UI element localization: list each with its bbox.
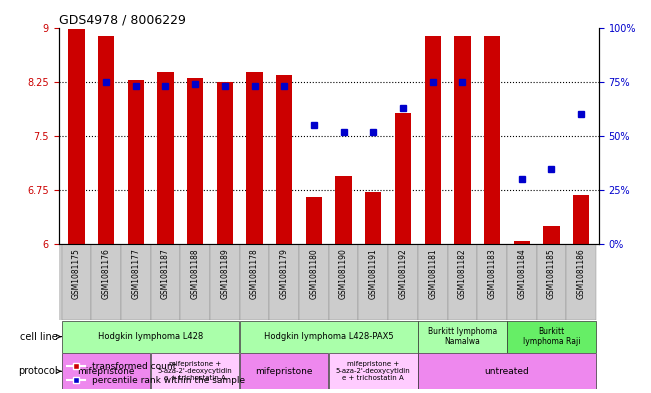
Bar bbox=[128, 80, 144, 244]
Text: GSM1081175: GSM1081175 bbox=[72, 248, 81, 299]
Text: GSM1081185: GSM1081185 bbox=[547, 248, 556, 299]
Bar bbox=[447, 244, 477, 320]
Text: untreated: untreated bbox=[484, 367, 529, 376]
Text: GSM1081189: GSM1081189 bbox=[220, 248, 229, 299]
Text: mifepristone: mifepristone bbox=[255, 367, 313, 376]
Bar bbox=[514, 241, 530, 244]
Bar bbox=[210, 244, 240, 320]
Text: GSM1081178: GSM1081178 bbox=[250, 248, 259, 299]
Text: protocol: protocol bbox=[18, 366, 58, 376]
Text: mifepristone +
5-aza-2'-deoxycytidin
e + trichostatin A: mifepristone + 5-aza-2'-deoxycytidin e +… bbox=[158, 361, 232, 381]
Text: Burkitt lymphoma
Namalwa: Burkitt lymphoma Namalwa bbox=[428, 327, 497, 346]
Bar bbox=[217, 82, 233, 244]
Bar bbox=[388, 244, 418, 320]
Text: GSM1081188: GSM1081188 bbox=[191, 248, 200, 299]
Text: GSM1081184: GSM1081184 bbox=[518, 248, 526, 299]
Bar bbox=[477, 244, 507, 320]
Bar bbox=[299, 244, 329, 320]
Bar bbox=[187, 78, 203, 244]
Legend: transformed count, percentile rank within the sample: transformed count, percentile rank withi… bbox=[63, 359, 249, 389]
Text: GSM1081176: GSM1081176 bbox=[102, 248, 111, 299]
Bar bbox=[62, 244, 91, 320]
Text: GSM1081191: GSM1081191 bbox=[368, 248, 378, 299]
Bar bbox=[68, 29, 85, 244]
Text: cell line: cell line bbox=[20, 332, 58, 342]
Bar bbox=[543, 226, 560, 244]
Bar bbox=[246, 72, 263, 244]
Bar bbox=[240, 244, 270, 320]
Bar bbox=[240, 321, 417, 353]
Bar bbox=[507, 244, 536, 320]
Text: Hodgkin lymphoma L428-PAX5: Hodgkin lymphoma L428-PAX5 bbox=[264, 332, 394, 341]
Bar bbox=[573, 195, 589, 244]
Bar bbox=[536, 244, 566, 320]
Bar bbox=[418, 321, 506, 353]
Bar bbox=[329, 353, 417, 389]
Text: Burkitt
lymphoma Raji: Burkitt lymphoma Raji bbox=[523, 327, 580, 346]
Bar bbox=[180, 244, 210, 320]
Text: GSM1081186: GSM1081186 bbox=[577, 248, 586, 299]
Bar bbox=[566, 244, 596, 320]
Bar bbox=[270, 244, 299, 320]
Text: GSM1081180: GSM1081180 bbox=[309, 248, 318, 299]
Text: GSM1081179: GSM1081179 bbox=[280, 248, 289, 299]
Text: mifepristone: mifepristone bbox=[77, 367, 135, 376]
Bar bbox=[507, 321, 596, 353]
Bar bbox=[62, 321, 240, 353]
Text: GSM1081182: GSM1081182 bbox=[458, 248, 467, 299]
Text: GSM1081177: GSM1081177 bbox=[132, 248, 140, 299]
Bar bbox=[424, 36, 441, 244]
Bar bbox=[454, 36, 471, 244]
Text: GSM1081181: GSM1081181 bbox=[428, 248, 437, 299]
Bar bbox=[62, 353, 150, 389]
Bar bbox=[240, 353, 329, 389]
Text: GSM1081192: GSM1081192 bbox=[398, 248, 408, 299]
Text: Hodgkin lymphoma L428: Hodgkin lymphoma L428 bbox=[98, 332, 203, 341]
Bar bbox=[121, 244, 150, 320]
Bar bbox=[395, 113, 411, 244]
Bar bbox=[158, 72, 174, 244]
Text: GSM1081183: GSM1081183 bbox=[488, 248, 497, 299]
Text: mifepristone +
5-aza-2'-deoxycytidin
e + trichostatin A: mifepristone + 5-aza-2'-deoxycytidin e +… bbox=[336, 361, 411, 381]
Bar bbox=[150, 244, 180, 320]
Bar bbox=[418, 353, 596, 389]
Text: GDS4978 / 8006229: GDS4978 / 8006229 bbox=[59, 13, 186, 26]
Bar bbox=[151, 353, 240, 389]
Bar bbox=[329, 244, 359, 320]
Text: GSM1081190: GSM1081190 bbox=[339, 248, 348, 299]
Text: GSM1081187: GSM1081187 bbox=[161, 248, 170, 299]
Bar bbox=[365, 193, 381, 244]
Bar bbox=[276, 75, 292, 244]
Bar bbox=[306, 197, 322, 244]
Bar bbox=[98, 36, 115, 244]
Bar bbox=[91, 244, 121, 320]
Bar bbox=[484, 36, 500, 244]
Bar bbox=[359, 244, 388, 320]
Bar bbox=[335, 176, 352, 244]
Bar bbox=[418, 244, 447, 320]
